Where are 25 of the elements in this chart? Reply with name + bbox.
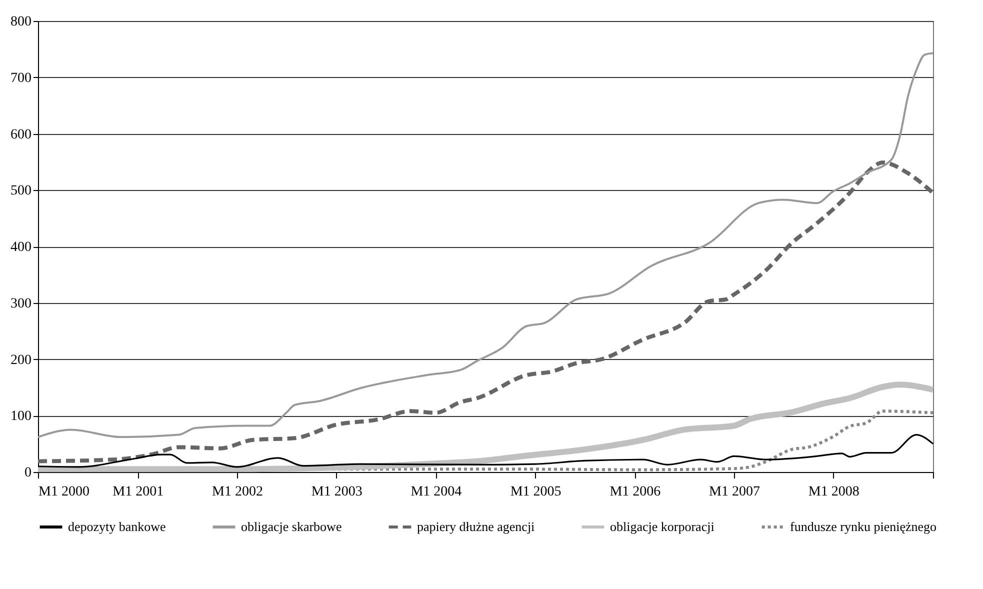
x-tick-label: M1 2008 (808, 484, 860, 500)
legend-label: obligacje korporacji (610, 519, 715, 534)
y-tick-label: 100 (10, 409, 32, 424)
x-tick-label: M1 2004 (410, 484, 462, 500)
legend-label: depozyty bankowe (68, 519, 166, 534)
x-tick-label: M1 2002 (212, 484, 263, 500)
line-series (36, 160, 935, 464)
y-tick-label: 400 (10, 240, 32, 255)
y-tick-label: 200 (10, 352, 32, 368)
legend-label: obligacje skarbowe (241, 519, 342, 534)
y-tick-label: 500 (10, 184, 32, 199)
x-tick-label: M1 2001 (112, 484, 164, 500)
x-tick-label: M1 2006 (610, 484, 661, 500)
legend-label: fundusze rynku pieniężnego (790, 519, 937, 534)
x-tick-label: M1 2000 (38, 484, 90, 500)
y-tick-label: 300 (10, 296, 32, 312)
x-tick-label: M1 2003 (311, 484, 362, 500)
line-series (37, 52, 934, 438)
y-tick-label: 800 (10, 14, 32, 30)
x-tick-label: M1 2005 (510, 484, 562, 500)
x-tick-label: M1 2007 (709, 484, 760, 500)
y-tick-label: 700 (10, 70, 32, 86)
y-tick-label: 0 (24, 466, 32, 480)
legend-label: papiery dłużne agencji (417, 519, 536, 534)
y-tick-label: 600 (10, 127, 32, 142)
